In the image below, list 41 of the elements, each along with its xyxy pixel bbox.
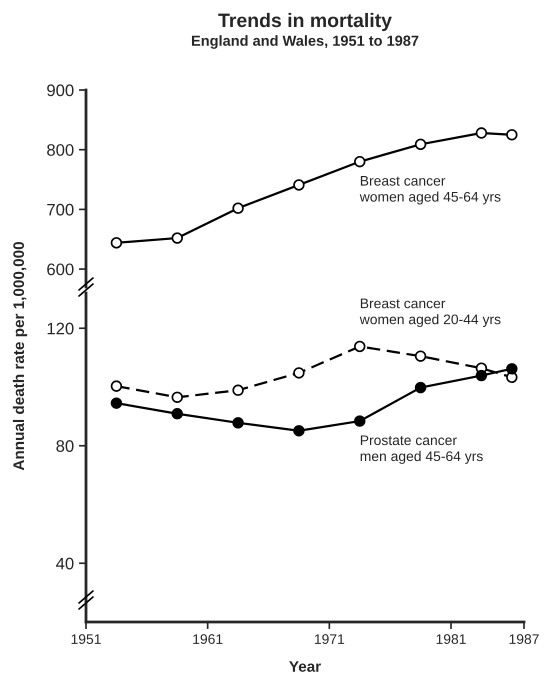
point: [172, 408, 183, 420]
point: [414, 350, 426, 362]
y-tick-label: 40: [56, 558, 74, 570]
point: [354, 415, 366, 427]
y-tick-label: 900: [47, 84, 74, 96]
series-label: Breast cancer women aged 45-64 yrs: [360, 176, 501, 204]
point: [110, 237, 122, 249]
point: [293, 179, 305, 191]
y-axis-title: Annual death rate per 1,000,000: [12, 242, 28, 470]
point: [354, 340, 366, 352]
point: [110, 380, 122, 392]
point: [172, 232, 183, 244]
y-tick-label: 120: [48, 322, 74, 334]
y-tick-label: 80: [56, 440, 74, 452]
point: [506, 363, 518, 374]
y-tick-label: 700: [47, 204, 74, 216]
point: [414, 138, 426, 150]
x-tick-label: 1971: [314, 634, 344, 644]
point: [476, 127, 488, 139]
point: [293, 367, 305, 379]
y-tick-label: 600: [47, 263, 74, 276]
x-axis-title: Year: [289, 661, 321, 672]
point: [232, 417, 244, 429]
point: [232, 202, 244, 214]
point: [414, 382, 426, 394]
x-tick-label: 1961: [193, 634, 222, 644]
point: [232, 384, 244, 396]
point: [293, 425, 305, 436]
point: [506, 129, 518, 140]
point: [172, 392, 183, 403]
point: [110, 397, 122, 409]
series-label: Prostate cancer men aged 45-64 yrs: [360, 435, 483, 464]
chart-title: Trends in mortality: [218, 12, 392, 32]
point: [476, 370, 488, 382]
series-label: Breast cancer women aged 20-44 yrs: [360, 298, 501, 328]
chart-subtitle: England and Wales, 1951 to 1987: [192, 35, 418, 49]
x-tick-label: 1951: [72, 634, 101, 644]
y-tick-label: 800: [47, 144, 74, 156]
x-tick-label: 1987: [510, 634, 539, 644]
x-tick-label: 1981: [436, 634, 466, 644]
point: [354, 156, 366, 168]
